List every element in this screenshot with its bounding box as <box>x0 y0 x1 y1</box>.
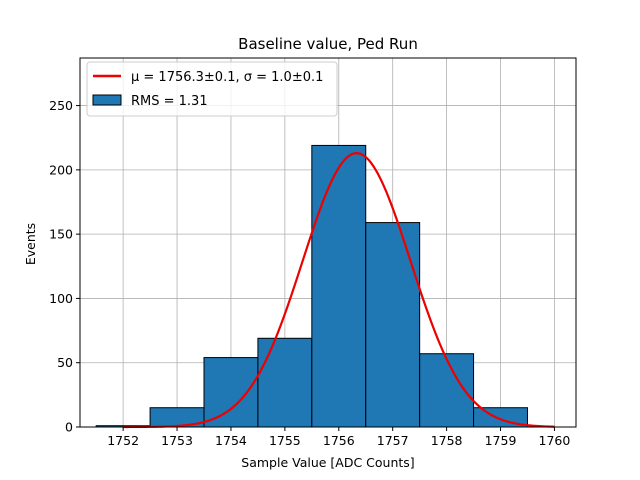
y-tick-label: 100 <box>49 291 73 306</box>
histogram-bar <box>365 222 421 428</box>
x-axis-label: Sample Value [ADC Counts] <box>241 455 414 470</box>
legend-histogram-label: RMS = 1.31 <box>131 94 208 109</box>
legend: μ = 1756.3±0.1, σ = 1.0±0.1 RMS = 1.31 <box>86 61 338 117</box>
x-tick-label: 1756 <box>323 433 355 448</box>
x-tick-label: 1760 <box>539 433 571 448</box>
y-axis-ticks: 0 50 100 150 200 250 <box>49 98 80 435</box>
histogram-bar <box>419 353 475 428</box>
histogram-bar <box>257 337 313 428</box>
y-tick-label: 0 <box>65 420 73 435</box>
x-tick-label: 1753 <box>161 433 193 448</box>
legend-fit-label: μ = 1756.3±0.1, σ = 1.0±0.1 <box>131 70 323 85</box>
legend-histogram-swatch <box>92 94 122 106</box>
plot-frame <box>79 57 577 428</box>
fit-curve <box>123 152 555 429</box>
y-tick-label: 250 <box>49 98 73 113</box>
x-tick-label: 1752 <box>107 433 139 448</box>
histogram-bars <box>95 144 528 428</box>
y-tick-label: 150 <box>49 227 73 242</box>
y-tick-label: 50 <box>57 355 73 370</box>
x-tick-label: 1755 <box>269 433 301 448</box>
chart-title: Baseline value, Ped Run <box>238 35 418 53</box>
gaussian-fit <box>123 152 555 429</box>
histogram-bar <box>311 144 367 428</box>
histogram-bar <box>203 357 259 428</box>
x-tick-label: 1757 <box>377 433 409 448</box>
x-tick-label: 1754 <box>215 433 247 448</box>
x-tick-label: 1759 <box>485 433 517 448</box>
y-tick-label: 200 <box>49 162 73 177</box>
legend-box <box>86 61 338 117</box>
x-tick-label: 1758 <box>431 433 463 448</box>
y-axis-label: Events <box>23 223 38 265</box>
x-axis-ticks: 1752 1753 1754 1755 1756 1757 1758 1759 1760 <box>107 427 570 448</box>
